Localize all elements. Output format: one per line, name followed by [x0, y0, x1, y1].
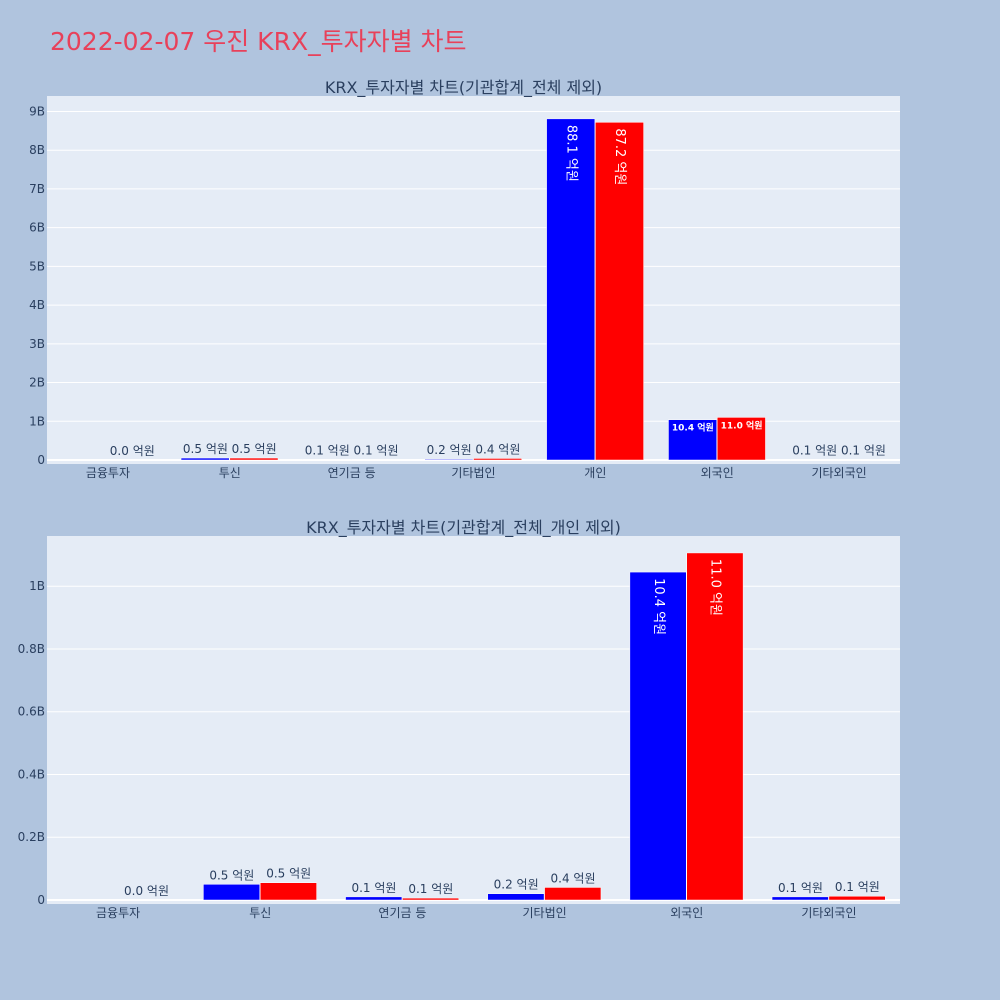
chart1-ytick-label: 1B: [29, 414, 45, 428]
chart2-bar: [487, 893, 545, 901]
chart2-xtick-label: 기타외국인: [801, 906, 856, 920]
chart2-bar: [629, 571, 687, 901]
chart1-data-label: 11.0 억원: [721, 419, 763, 431]
chart2-title: KRX_투자자별 차트(기관합계_전체_개인 제외): [306, 518, 621, 538]
chart1-data-label: 0.0 억원: [110, 444, 155, 458]
chart1-data-label: 0.1 억원: [792, 444, 837, 458]
chart1-bar: [229, 457, 279, 461]
chart2-bar: [686, 552, 744, 901]
chart1-data-label: 0.1 억원: [841, 444, 886, 458]
chart1-bar: [424, 458, 474, 461]
chart2-data-label: 0.4 억원: [551, 871, 596, 885]
chart1-bar: [595, 122, 644, 461]
chart2-ytick-label: 0.6B: [18, 705, 45, 719]
chart1-data-label: 88.1 억원: [563, 125, 578, 182]
chart2-data-label: 0.1 억원: [351, 881, 396, 895]
chart1-ytick-label: 5B: [29, 259, 45, 273]
chart1-bar: [668, 419, 717, 461]
chart2-data-label: 11.0 억원: [708, 559, 723, 616]
chart2-bar: [402, 897, 460, 901]
chart2-bar: [828, 895, 886, 901]
chart2-bar: [203, 884, 260, 901]
chart1-data-label: 87.2 억원: [612, 128, 627, 185]
chart2-bar: [260, 882, 317, 901]
chart2-data-label: 0.5 억원: [266, 867, 311, 881]
chart1-plot-area: [47, 96, 900, 464]
chart2-ytick-label: 1B: [29, 579, 45, 593]
chart2-ytick-label: 0.2B: [18, 830, 45, 844]
chart1-ytick-label: 3B: [29, 337, 45, 351]
chart1-bar: [180, 457, 230, 461]
chart2-data-label: 0.5 억원: [209, 868, 254, 882]
chart1-title: KRX_투자자별 차트(기관합계_전체 제외): [325, 78, 602, 98]
chart2-bar: [544, 887, 602, 901]
chart2-plot-area: [47, 536, 900, 904]
chart2-bar: [771, 896, 829, 901]
chart2-data-label: 0.1 억원: [408, 882, 453, 896]
chart2-data-label: 0.0 억원: [124, 884, 169, 898]
chart1-ytick-label: 4B: [29, 298, 45, 312]
chart2-xtick-label: 연기금 등: [378, 906, 426, 920]
chart1-xtick-label: 연기금 등: [328, 466, 376, 480]
chart2-ytick-label: 0.4B: [18, 767, 45, 781]
chart1-data-label: 0.1 억원: [305, 444, 350, 458]
chart1-xtick-label: 금융투자: [86, 466, 130, 480]
chart1-data-label: 0.4 억원: [475, 442, 520, 456]
chart2-data-label: 0.1 억원: [778, 881, 823, 895]
chart1-data-label: 0.1 억원: [354, 444, 399, 458]
chart1-ytick-label: 2B: [29, 376, 45, 390]
chart1-ytick-label: 7B: [29, 182, 45, 196]
chart1-ytick-label: 6B: [29, 221, 45, 235]
chart1-data-label: 0.5 억원: [183, 442, 228, 456]
chart2-bar: [345, 896, 403, 901]
chart2-data-label: 0.2 억원: [494, 878, 539, 892]
chart1-ytick-label: 9B: [29, 104, 45, 118]
chart1-data-label: 0.2 억원: [427, 443, 472, 457]
chart2-xtick-label: 외국인: [670, 906, 703, 920]
chart2-data-label: 0.1 억원: [835, 880, 880, 894]
chart1-xtick-label: 외국인: [701, 466, 734, 480]
chart1-ytick-label: 8B: [29, 143, 45, 157]
chart1-bar: [473, 458, 522, 461]
chart2-ytick-label: 0.8B: [18, 642, 45, 656]
chart1-xtick-label: 투신: [219, 466, 241, 480]
chart1-bar: [716, 417, 766, 461]
chart1-xtick-label: 기타법인: [451, 466, 495, 480]
chart1-bar: [546, 118, 596, 461]
chart1-xtick-label: 개인: [584, 466, 606, 480]
page-title: 2022-02-07 우진 KRX_투자자별 차트: [50, 27, 467, 56]
chart1-data-label: 0.5 억원: [232, 442, 277, 456]
chart2-ytick-label: 0: [37, 893, 45, 907]
chart1-data-label: 10.4 억원: [672, 422, 714, 434]
chart2-xtick-label: 금융투자: [96, 906, 140, 920]
chart2-data-label: 10.4 억원: [651, 578, 666, 635]
chart1-ytick-label: 0: [37, 453, 45, 467]
chart1-xtick-label: 기타외국인: [811, 466, 866, 480]
chart2-xtick-label: 투신: [249, 906, 271, 920]
chart2-xtick-label: 기타법인: [522, 906, 566, 920]
